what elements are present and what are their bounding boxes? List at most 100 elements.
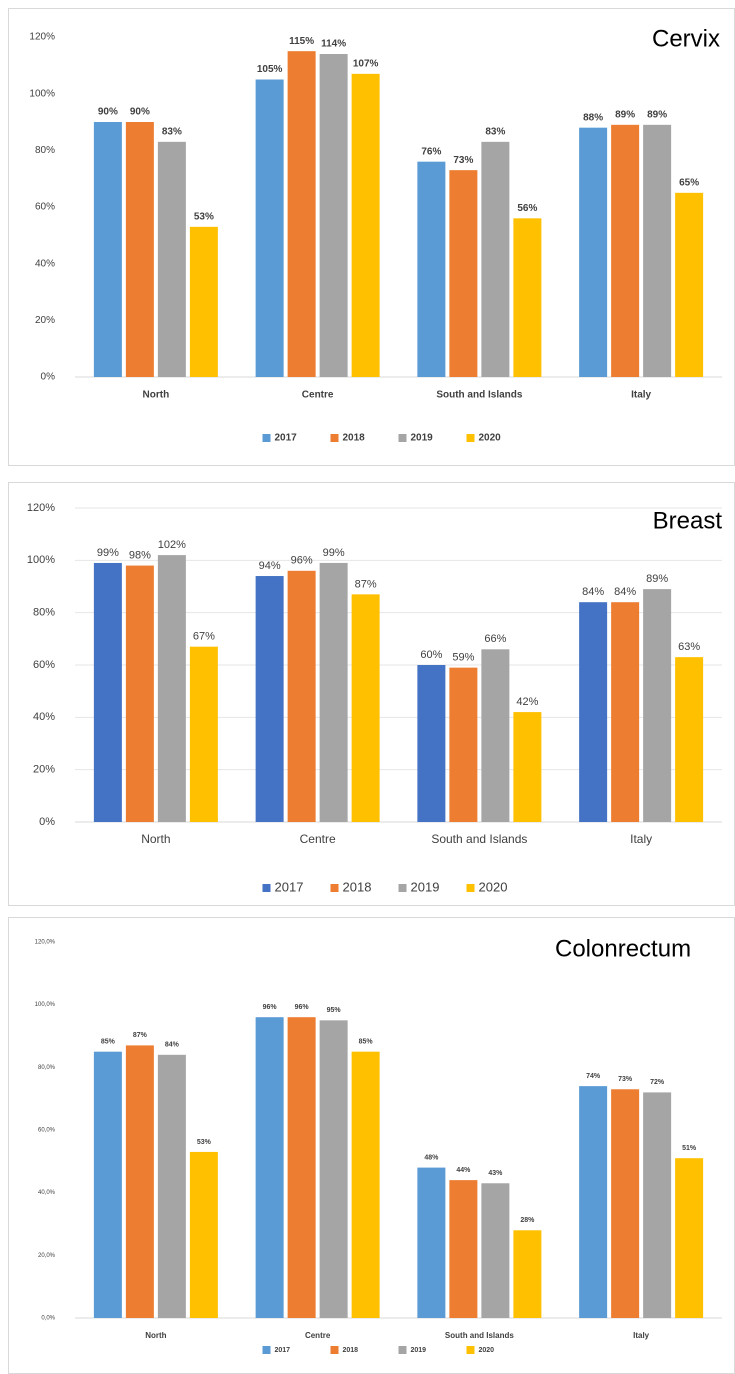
x-tick-label: Italy [630,832,652,846]
bar [417,1167,446,1318]
bar [287,570,316,822]
y-tick-label: 0% [41,372,56,383]
y-tick-label: 80% [35,145,55,156]
legend-swatch [398,434,407,442]
y-tick-label: 20% [33,764,55,776]
legend-swatch [330,884,339,892]
value-label: 99% [97,547,119,559]
bar [675,192,704,377]
value-label: 89% [647,109,667,120]
value-label: 88% [583,112,603,123]
x-tick-label: Italy [631,390,651,401]
bar [189,226,218,377]
value-label: 87% [355,578,377,590]
bar [319,562,348,822]
bar [481,141,510,377]
x-tick-label: South and Islands [431,832,527,846]
value-label: 89% [646,573,668,585]
value-label: 73% [453,155,473,166]
y-tick-label: 60% [33,659,55,671]
legend-swatch [398,884,407,892]
bar [319,54,348,377]
bar [255,1017,284,1318]
bar [125,122,154,377]
x-tick-label: Centre [300,832,336,846]
chart: Cervix 0% 20% 40% 60% 80% 100% 120% North 90% 90% 8… [8,8,735,466]
bar [513,218,542,377]
bar [579,1086,608,1318]
value-label: 87% [133,1032,148,1039]
legend-label: 2018 [343,1347,359,1354]
legend-label: 2019 [411,433,434,444]
legend-swatch [330,434,339,442]
legend-label: 2020 [479,879,508,894]
x-tick-label: Centre [305,1331,331,1340]
value-label: 83% [162,126,182,137]
value-label: 48% [424,1154,439,1161]
bar [449,1180,478,1318]
y-tick-label: 120% [29,32,55,43]
value-label: 73% [618,1076,633,1083]
y-tick-label: 100% [29,88,55,99]
bar [579,127,608,378]
bar [513,712,542,822]
value-label: 115% [289,36,314,47]
chart-title: Cervix [652,25,720,52]
bar [189,1151,218,1318]
y-tick-label: 40,0% [38,1190,56,1196]
x-tick-label: North [141,832,170,846]
value-label: 102% [158,539,186,551]
value-label: 84% [614,586,636,598]
legend-label: 2017 [275,1347,291,1354]
bar [611,1089,640,1318]
bar [125,1045,154,1318]
value-label: 114% [321,39,346,50]
y-tick-label: 80,0% [38,1065,56,1071]
value-label: 63% [678,641,700,653]
bar [579,602,608,822]
legend-label: 2018 [343,879,372,894]
value-label: 95% [327,1007,342,1014]
value-label: 85% [359,1039,374,1046]
y-tick-label: 40% [35,258,55,269]
value-label: 96% [263,1004,278,1011]
value-label: 74% [586,1073,601,1080]
value-label: 83% [485,126,505,137]
bar [93,562,122,822]
bar [481,649,510,822]
value-label: 90% [98,107,118,118]
value-label: 42% [516,696,538,708]
legend-swatch [466,884,475,892]
y-tick-label: 40% [33,711,55,723]
value-label: 66% [484,633,506,645]
bar [449,667,478,822]
bar [351,594,380,822]
x-tick-label: North [145,1331,166,1340]
bar [675,657,704,822]
bar [157,555,186,822]
y-tick-label: 20% [35,315,55,326]
legend-label: 2019 [411,1347,427,1354]
value-label: 53% [197,1139,212,1146]
chart: Colonrectum 0,0% 20,0% 40,0% 60,0% 80,0% 100,0… [8,917,735,1374]
y-tick-label: 100% [27,554,55,566]
bar [319,1020,348,1318]
y-tick-label: 100,0% [35,1002,56,1008]
legend-swatch [398,1346,407,1354]
chart: Breast 0% 20% 40% 60% 80% 100% 120% North 99% 98% 1… [8,482,735,906]
legend-label: 2018 [343,433,366,444]
value-label: 53% [194,211,214,222]
legend-swatch [466,1346,475,1354]
value-label: 85% [101,1039,116,1046]
y-tick-label: 120% [27,502,55,514]
value-label: 60% [420,649,442,661]
bar [513,1230,542,1318]
legend-label: 2017 [275,879,304,894]
chart-title: Colonrectum [555,935,691,962]
value-label: 65% [679,177,699,188]
value-label: 51% [682,1145,697,1152]
value-label: 107% [353,58,379,69]
x-tick-label: Centre [302,390,334,401]
legend-label: 2020 [479,433,502,444]
